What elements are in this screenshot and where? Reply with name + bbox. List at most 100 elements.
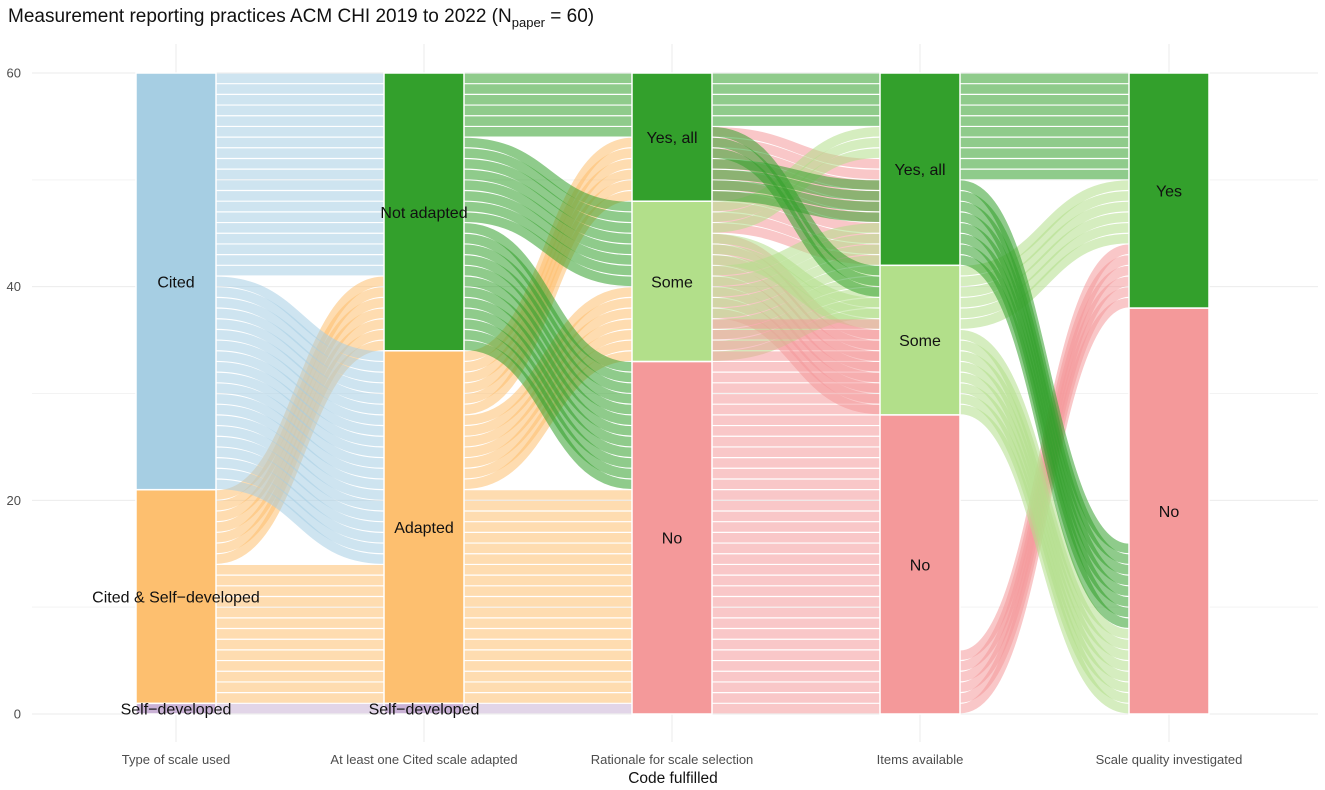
flow-1-5-7 — [463, 137, 633, 212]
flow-0-3-1 — [215, 468, 385, 554]
flow-3-2-1 — [959, 223, 1130, 319]
stratum-2-no — [631, 360, 713, 715]
flow-0-3-5 — [215, 426, 385, 511]
x-axis-labels: Type of scale used At least one Cited sca… — [122, 752, 1243, 767]
stratum-4-no — [1128, 307, 1210, 715]
flow-1-4-0 — [463, 340, 633, 490]
flow-0-3-4 — [215, 436, 385, 522]
flow-1-4-4 — [463, 297, 633, 447]
flow-1-5-2 — [463, 191, 633, 265]
stratum-2-yes-all — [631, 72, 713, 202]
flow-0-3-17 — [215, 297, 385, 383]
flow-0-3-3 — [215, 447, 385, 532]
flow-0-3-16 — [215, 308, 385, 393]
flow-3-2-3 — [959, 201, 1130, 297]
flow-0-3-12 — [215, 351, 385, 436]
stratum-1-not-adapted — [383, 72, 465, 352]
flow-1-5-4 — [463, 169, 633, 244]
flow-0-3-14 — [215, 330, 385, 415]
flow-2-3-7 — [711, 233, 881, 287]
flow-2-6-3 — [711, 159, 881, 190]
stratum-label-4-no: No — [1159, 504, 1180, 521]
stratum-label-3-no: No — [910, 557, 931, 574]
stratum-0-cited — [135, 72, 217, 491]
flow-2-5-1 — [711, 137, 881, 222]
flow-1-5-5 — [463, 159, 633, 233]
flow-1-4-7 — [463, 265, 633, 415]
flow-0-3-10 — [215, 372, 385, 457]
flow-1-4-10 — [463, 233, 633, 383]
x-axis-label-type-of-scale-used: Type of scale used — [122, 752, 230, 767]
flow-0-3-19 — [215, 276, 385, 361]
y-tick-label-40: 40 — [7, 279, 21, 294]
flow-2-4-2 — [711, 233, 881, 308]
stratum-4-yes — [1128, 72, 1210, 309]
flow-0-3-15 — [215, 319, 385, 404]
stratum-labels: Self−developed Cited & Self−developed Cite… — [92, 130, 1182, 719]
y-tick-label-60: 60 — [7, 66, 21, 81]
stratum-label-4-yes: Yes — [1156, 184, 1182, 201]
flow-3-2-2 — [959, 212, 1130, 308]
flow-1-4-8 — [463, 255, 633, 404]
stratum-3-some — [879, 264, 961, 416]
flow-1-4-1 — [463, 330, 633, 479]
flow-0-3-13 — [215, 340, 385, 425]
flow-1-4-6 — [463, 276, 633, 425]
x-axis-label-rationale-for-scale-selection: Rationale for scale selection — [591, 752, 754, 767]
x-axis-label-items-available: Items available — [877, 752, 964, 767]
flow-1-4-2 — [463, 319, 633, 468]
flow-1-5-6 — [463, 148, 633, 222]
stratum-3-no — [879, 414, 961, 715]
stratum-label-3-some: Some — [899, 333, 941, 350]
flow-2-4-1 — [711, 244, 881, 319]
flow-1-4-9 — [463, 244, 633, 393]
x-axis-label-at-least-one-cited-scale-adapted: At least one Cited scale adapted — [330, 752, 517, 767]
flow-0-3-6 — [215, 415, 385, 500]
flow-0-3-11 — [215, 362, 385, 447]
stratum-label-1-not-adapted: Not adapted — [380, 205, 467, 222]
flow-2-7-2 — [711, 127, 881, 276]
flow-0-3-2 — [215, 458, 385, 543]
y-tick-label-0: 0 — [14, 707, 21, 722]
flow-2-7-0 — [711, 148, 881, 297]
flow-3-1-7 — [959, 330, 1130, 639]
x-axis-label-scale-quality-investigated: Scale quality investigated — [1096, 752, 1243, 767]
stratum-label-0-cited-self-developed: Cited & Self−developed — [92, 589, 260, 606]
stratum-label-0-cited: Cited — [157, 274, 194, 291]
x-axis-title: Code fulfilled — [628, 770, 718, 787]
stratum-label-3-yes-all: Yes, all — [895, 162, 946, 179]
flow-0-3-0 — [215, 479, 385, 564]
stratum-label-2-no: No — [662, 531, 683, 548]
flow-2-7-1 — [711, 137, 881, 287]
stratum-label-2-some: Some — [651, 274, 693, 291]
flow-1-4-3 — [463, 308, 633, 457]
flow-2-5-0 — [711, 148, 881, 233]
stratum-label-2-yes-all: Yes, all — [647, 130, 698, 147]
y-axis-ticks: 0 20 40 60 — [7, 66, 21, 722]
stratum-label-1-adapted: Adapted — [394, 520, 454, 537]
flow-0-3-7 — [215, 404, 385, 490]
stratum-1-adapted — [383, 350, 465, 705]
stratum-label-0-self-developed: Self−developed — [121, 702, 232, 719]
chart-title: Measurement reporting practices ACM CHI … — [8, 6, 594, 30]
strata — [135, 72, 1210, 715]
stratum-label-1-self-developed: Self−developed — [369, 702, 480, 719]
y-tick-label-20: 20 — [7, 493, 21, 508]
flow-2-6-2 — [711, 169, 881, 201]
flow-3-2-0 — [959, 233, 1130, 329]
flow-0-3-9 — [215, 383, 385, 468]
flows — [215, 73, 1130, 714]
flow-1-5-3 — [463, 180, 633, 255]
stratum-0-cited-self-developed — [135, 488, 217, 705]
flow-1-4-5 — [463, 287, 633, 436]
flow-3-3-7 — [959, 180, 1130, 554]
flow-0-3-18 — [215, 287, 385, 372]
flow-2-5-2 — [711, 127, 881, 212]
flow-1-5-1 — [463, 201, 633, 276]
flow-1-4-11 — [463, 223, 633, 372]
flow-0-3-8 — [215, 394, 385, 479]
flow-2-3-8 — [711, 223, 881, 276]
flow-1-5-0 — [463, 212, 633, 287]
stratum-3-yes-all — [879, 72, 961, 267]
